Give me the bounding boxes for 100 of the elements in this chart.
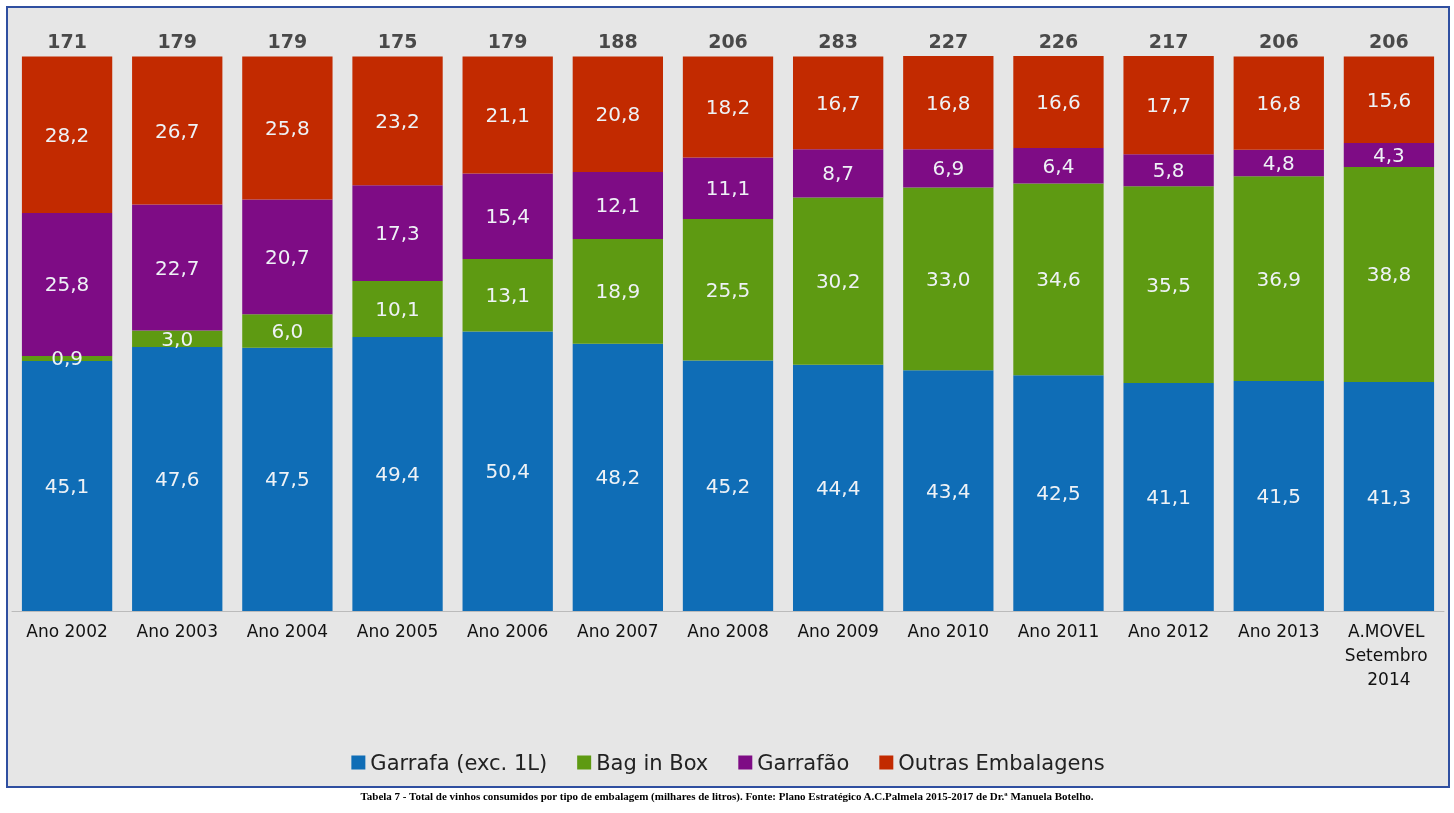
data-label: 42,5	[1036, 481, 1081, 506]
annotation: 206	[1369, 30, 1409, 53]
bar	[1233, 380, 1324, 611]
bar	[352, 185, 443, 282]
data-label: 20,7	[265, 244, 310, 269]
data-label: 6,4	[1042, 153, 1075, 178]
bar	[1233, 56, 1324, 150]
data-label: 44,4	[815, 475, 861, 500]
bar	[1343, 143, 1435, 167]
data-label: 49,4	[375, 462, 420, 487]
bar	[1013, 183, 1104, 376]
data-label: 47,5	[265, 467, 310, 492]
bar	[1343, 56, 1435, 144]
x-tick-label: A.MOVEL Setembro 2014	[1344, 621, 1433, 689]
annotation: 179	[267, 30, 308, 53]
bar	[242, 56, 333, 200]
data-label: 10,1	[375, 297, 420, 322]
data-label: 30,2	[815, 269, 861, 294]
x-tick-label: Ano 2003	[136, 621, 218, 641]
data-label: 16,8	[926, 90, 971, 115]
bar	[242, 347, 333, 611]
data-label: 18,2	[705, 95, 751, 120]
x-tick-label: Ano 2013	[1238, 621, 1320, 641]
data-label: 36,9	[1256, 266, 1302, 291]
bar	[1123, 154, 1214, 187]
bar	[132, 56, 223, 205]
bar	[352, 337, 443, 611]
data-label: 18,9	[595, 279, 641, 304]
data-label: 50,4	[485, 459, 530, 484]
bar	[572, 343, 664, 611]
legend-label: Outras Embalagens	[898, 750, 1105, 775]
annotation: 179	[157, 30, 198, 53]
bar	[462, 173, 553, 259]
data-label: 45,1	[44, 473, 90, 498]
x-tick-label: Ano 2008	[687, 621, 769, 641]
data-label: 4,8	[1262, 151, 1295, 176]
bar	[572, 238, 664, 344]
bar	[1123, 56, 1214, 155]
data-label: 15,4	[485, 204, 530, 229]
x-tick-label: Ano 2006	[466, 621, 549, 641]
bar	[1233, 176, 1324, 381]
bar	[1123, 186, 1214, 384]
bar	[682, 219, 774, 361]
data-label: 41,3	[1366, 484, 1412, 509]
data-label: 5,8	[1152, 158, 1185, 183]
data-label: 8,7	[822, 161, 855, 186]
data-label: 43,4	[926, 478, 971, 503]
annotation: 206	[708, 30, 748, 53]
data-label: 6,9	[932, 156, 965, 181]
data-label: 33,0	[926, 266, 971, 291]
data-label: 0,9	[51, 346, 83, 371]
legend-label: Bag in Box	[596, 750, 709, 775]
data-label: 38,8	[1366, 262, 1412, 287]
bar	[1013, 148, 1104, 184]
data-label: 45,2	[705, 473, 751, 498]
bar	[352, 56, 443, 186]
bar	[903, 149, 994, 188]
data-label: 41,5	[1256, 483, 1302, 508]
x-tick-label: Ano 2009	[797, 621, 879, 641]
data-label: 6,0	[271, 319, 304, 344]
x-tick-label: Ano 2007	[577, 621, 659, 641]
annotation: 171	[47, 30, 87, 53]
data-label: 21,1	[485, 103, 530, 128]
annotation: 188	[598, 30, 638, 53]
bar	[1343, 382, 1435, 611]
data-label: 17,3	[375, 221, 420, 246]
x-tick-label: Ano 2012	[1127, 621, 1210, 641]
annotation: 179	[487, 30, 528, 53]
bar	[462, 56, 553, 174]
data-label: 26,7	[154, 118, 200, 143]
data-label: 12,1	[595, 193, 641, 218]
x-tick-label: Ano 2005	[356, 621, 439, 641]
data-label: 25,5	[705, 277, 751, 302]
data-label: 23,2	[375, 108, 420, 133]
bar	[682, 360, 774, 611]
x-tick-label: Ano 2002	[26, 621, 108, 641]
data-label: 16,7	[815, 90, 861, 115]
annotation: 217	[1148, 30, 1189, 53]
annotation: 175	[377, 30, 418, 53]
bar	[903, 187, 994, 371]
annotation: 206	[1258, 30, 1299, 53]
data-label: 25,8	[265, 116, 310, 141]
bar	[1123, 383, 1214, 611]
bar	[132, 204, 223, 331]
bar	[572, 56, 664, 172]
bar	[1343, 166, 1435, 383]
bar	[242, 199, 333, 315]
bar	[462, 258, 553, 332]
x-tick-label: Ano 2004	[246, 621, 329, 641]
bar	[682, 157, 774, 220]
legend-label: Garrafão	[757, 750, 850, 775]
data-label: 17,7	[1146, 93, 1191, 118]
bar	[352, 281, 443, 338]
data-label: 16,8	[1256, 91, 1302, 116]
data-label: 11,1	[705, 176, 751, 201]
bar	[132, 347, 223, 611]
bar	[1013, 375, 1104, 611]
bar	[792, 364, 884, 611]
data-label: 28,2	[44, 122, 90, 147]
bar	[21, 56, 113, 213]
